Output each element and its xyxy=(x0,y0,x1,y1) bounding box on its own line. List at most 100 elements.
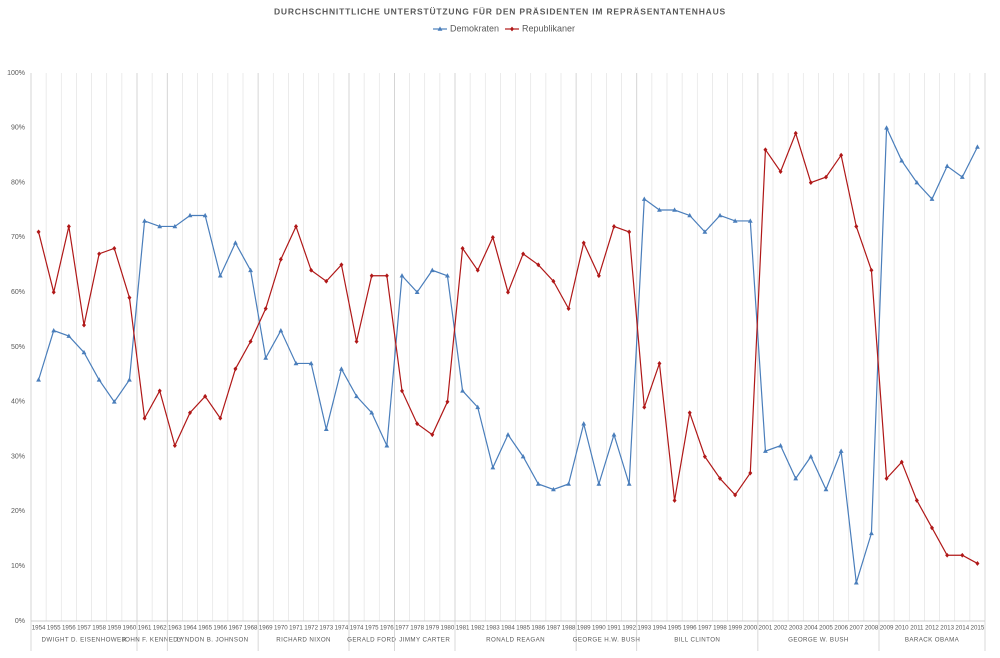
group-label: BARACK OBAMA xyxy=(905,637,960,644)
x-tick-label: 1976 xyxy=(380,625,394,632)
x-tick-label: 1990 xyxy=(592,625,606,632)
data-point xyxy=(203,393,208,399)
data-point xyxy=(445,273,450,278)
legend-label: Republikaner xyxy=(522,23,575,33)
chart-title: DURCHSCHNITTLICHE UNTERSTÜTZUNG FÜR DEN … xyxy=(274,6,726,16)
x-tick-label: 1983 xyxy=(486,625,500,632)
data-point xyxy=(324,278,329,284)
x-tick-label: 2013 xyxy=(940,625,954,632)
data-point xyxy=(445,399,450,405)
data-point xyxy=(687,410,692,416)
data-point xyxy=(945,552,950,558)
data-point xyxy=(81,349,87,355)
legend-marker xyxy=(437,26,443,31)
data-point xyxy=(672,207,677,212)
x-tick-label: 1977 xyxy=(395,625,409,632)
data-point xyxy=(172,443,177,449)
x-tick-label: 1991 xyxy=(607,625,621,632)
x-tick-label: 1986 xyxy=(531,625,545,632)
data-point xyxy=(233,240,238,245)
x-tick-label: 1978 xyxy=(410,625,424,632)
x-tick-label: 2000 xyxy=(743,625,757,632)
x-tick-label: 1955 xyxy=(47,625,61,632)
x-tick-label: 2003 xyxy=(789,625,803,632)
x-tick-label: 1981 xyxy=(456,625,470,632)
data-point xyxy=(657,207,662,212)
data-point xyxy=(748,470,753,476)
x-tick-label: 1962 xyxy=(153,625,167,632)
x-tick-label: 1971 xyxy=(289,625,303,632)
data-point xyxy=(642,404,647,410)
data-point xyxy=(36,377,41,382)
y-tick-label: 60% xyxy=(11,289,25,296)
group-label: RICHARD NIXON xyxy=(276,637,331,644)
data-point xyxy=(551,486,556,492)
x-tick-label: 1974 xyxy=(335,625,349,632)
x-tick-label: 1975 xyxy=(365,625,379,632)
y-tick-label: 10% xyxy=(11,563,25,570)
x-tick-label: 1964 xyxy=(183,625,197,632)
data-point xyxy=(672,498,677,503)
data-point xyxy=(142,415,147,421)
y-tick-label: 30% xyxy=(11,453,25,460)
data-point xyxy=(853,580,859,585)
x-tick-label: 2005 xyxy=(819,625,833,632)
data-point xyxy=(369,410,375,415)
x-tick-label: 1992 xyxy=(622,625,636,632)
data-point xyxy=(566,481,571,486)
group-label: JOHN F. KENNEDY xyxy=(122,637,183,644)
data-point xyxy=(294,224,298,229)
data-point xyxy=(854,224,859,229)
x-tick-label: 1965 xyxy=(198,625,212,632)
data-point xyxy=(838,448,844,453)
data-point xyxy=(172,223,178,229)
y-tick-label: 90% xyxy=(11,125,25,132)
data-point xyxy=(97,251,102,257)
data-point xyxy=(354,393,359,399)
data-point xyxy=(233,366,238,372)
x-tick-label: 1966 xyxy=(213,625,227,632)
x-tick-label: 1968 xyxy=(244,625,258,632)
data-point xyxy=(869,530,874,536)
x-tick-label: 1996 xyxy=(683,625,697,632)
data-point xyxy=(763,448,768,453)
data-point xyxy=(187,212,193,218)
x-tick-label: 2008 xyxy=(865,625,879,632)
x-tick-label: 1989 xyxy=(577,625,591,632)
data-point xyxy=(490,464,496,470)
x-tick-label: 1997 xyxy=(698,625,712,632)
x-tick-label: 1959 xyxy=(107,625,121,632)
data-point xyxy=(763,147,768,153)
data-point xyxy=(278,256,283,262)
data-point xyxy=(566,306,571,312)
data-point xyxy=(520,454,526,459)
data-point xyxy=(596,481,602,486)
x-tick-label: 1987 xyxy=(547,625,561,632)
x-tick-label: 1967 xyxy=(229,625,243,632)
data-point xyxy=(839,152,844,158)
y-tick-label: 20% xyxy=(11,508,25,515)
x-tick-label: 1960 xyxy=(123,625,137,632)
data-point xyxy=(127,377,132,382)
x-tick-label: 2010 xyxy=(895,625,909,632)
data-point xyxy=(929,196,935,201)
data-point xyxy=(460,388,465,393)
group-label: GEORGE H.W. BUSH xyxy=(573,637,641,644)
data-point xyxy=(414,289,420,294)
data-point xyxy=(702,229,708,234)
data-point xyxy=(793,130,798,136)
x-tick-label: 2012 xyxy=(925,625,939,632)
x-tick-label: 1974 xyxy=(350,625,364,632)
x-tick-label: 1969 xyxy=(259,625,273,632)
data-point xyxy=(66,333,72,338)
x-tick-label: 1994 xyxy=(653,625,667,632)
data-point xyxy=(732,218,738,223)
group-label: BILL CLINTON xyxy=(674,637,720,644)
data-point xyxy=(188,410,192,416)
data-point xyxy=(309,267,314,273)
x-tick-label: 1988 xyxy=(562,625,576,632)
data-point xyxy=(339,262,344,268)
data-point xyxy=(248,267,253,273)
data-point xyxy=(505,432,511,437)
data-point xyxy=(323,426,329,431)
